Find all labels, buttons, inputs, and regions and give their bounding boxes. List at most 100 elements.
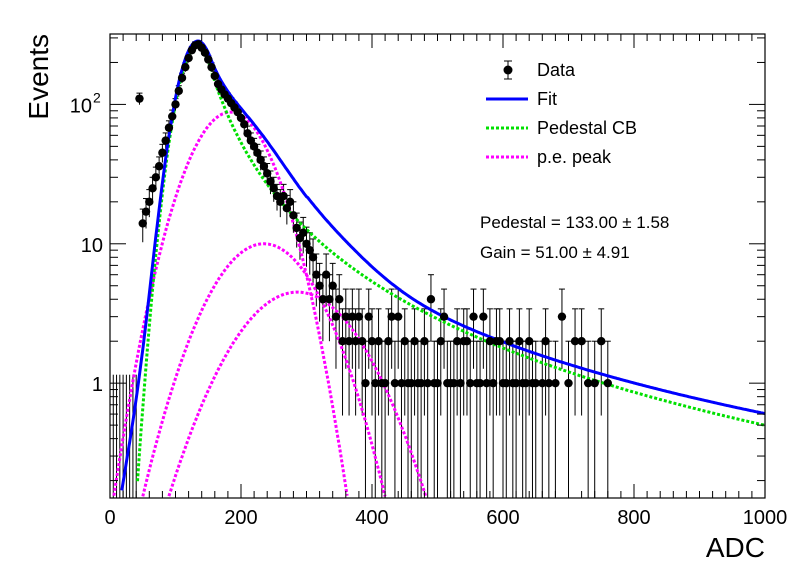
- data-point: [397, 378, 406, 388]
- x-axis-title: ADC: [706, 532, 765, 563]
- data-point: [344, 337, 354, 346]
- data-point: [341, 312, 350, 321]
- data-point: [256, 155, 265, 165]
- data-point: [557, 312, 567, 321]
- data-point: [364, 312, 373, 321]
- data-point: [289, 211, 298, 220]
- data-point: [570, 337, 580, 346]
- data-point: [400, 337, 409, 346]
- data-point: [200, 48, 210, 57]
- data-point: [357, 337, 367, 346]
- data-point: [348, 312, 357, 321]
- data-point: [243, 129, 252, 138]
- fit-curves: [112, 39, 766, 497]
- data-point: [168, 112, 177, 121]
- data-point: [449, 378, 459, 388]
- data-point: [164, 123, 174, 132]
- data-point: [305, 245, 314, 255]
- data-point: [466, 378, 475, 388]
- legend-label-fit: Fit: [537, 89, 557, 109]
- data-point: [325, 295, 334, 304]
- pedestal-cb-curve: [136, 44, 766, 482]
- data-point: [328, 281, 337, 290]
- data-point: [603, 378, 612, 388]
- data-point: [420, 337, 429, 346]
- data-point: [416, 378, 426, 388]
- data-point: [361, 378, 370, 388]
- data-point: [135, 94, 144, 103]
- data-point: [282, 204, 292, 213]
- data-point: [488, 378, 498, 388]
- data-point: [551, 378, 560, 388]
- data-point: [351, 337, 360, 346]
- data-point: [482, 378, 491, 388]
- data-point: [181, 62, 190, 72]
- data-point: [259, 162, 269, 171]
- data-point: [338, 337, 347, 346]
- pe-peak-curve: [112, 110, 349, 496]
- data-point: [502, 378, 511, 388]
- legend-marker-data: [503, 60, 513, 80]
- data-point: [521, 378, 531, 388]
- x-tick-label: 600: [486, 507, 519, 529]
- data-point: [367, 337, 377, 346]
- data-point: [148, 184, 157, 193]
- data-point: [308, 253, 318, 262]
- annotation-pedestal: Pedestal = 133.00 ± 1.58: [480, 213, 669, 232]
- data-point: [436, 337, 445, 346]
- data-point: [597, 337, 606, 346]
- data-point: [158, 148, 167, 157]
- axis-ticks: [109, 34, 766, 498]
- y-axis-title: Events: [23, 34, 54, 120]
- data-point: [253, 148, 262, 157]
- y-tick-label: 1: [92, 374, 103, 396]
- data-point: [387, 312, 396, 321]
- data-point: [266, 177, 275, 186]
- x-tick-label: 0: [104, 507, 115, 529]
- x-tick-label: 1000: [743, 507, 788, 529]
- data-point: [236, 113, 246, 123]
- data-point: [469, 312, 478, 321]
- data-point: [177, 73, 187, 83]
- data-point: [541, 337, 550, 346]
- data-point: [511, 378, 521, 388]
- data-point: [292, 223, 301, 233]
- data-point: [374, 337, 383, 346]
- data-point: [423, 378, 432, 388]
- data-point: [269, 184, 278, 193]
- data-point: [138, 219, 147, 228]
- data-point: [321, 270, 331, 279]
- data-point: [384, 337, 393, 346]
- data-point: [371, 378, 380, 388]
- data-point: [302, 239, 311, 248]
- x-tick-label: 200: [224, 507, 257, 529]
- data-point: [315, 281, 324, 290]
- data-point: [583, 378, 593, 388]
- y-tick-exponent: 2: [93, 89, 101, 105]
- data-point: [452, 337, 462, 346]
- data-point: [210, 71, 219, 81]
- y-tick-label: 10: [81, 235, 103, 257]
- data-point: [279, 191, 288, 201]
- data-point: [475, 378, 485, 388]
- legend-label-pe-peak: p.e. peak: [537, 147, 612, 167]
- y-tick-label: 10: [70, 95, 92, 117]
- data-point: [433, 378, 442, 388]
- data-point: [354, 312, 364, 321]
- data-point: [154, 162, 164, 171]
- data-point: [207, 62, 216, 72]
- data-point: [312, 270, 321, 279]
- data-point: [407, 378, 416, 388]
- data-point: [141, 207, 151, 216]
- data-point: [145, 197, 154, 207]
- error-bars: [112, 40, 611, 498]
- data-point: [263, 169, 272, 178]
- data-point: [184, 53, 193, 63]
- legend-label-data: Data: [537, 60, 576, 80]
- data-point: [439, 312, 449, 321]
- data-point: [410, 337, 419, 346]
- data-point: [240, 120, 249, 129]
